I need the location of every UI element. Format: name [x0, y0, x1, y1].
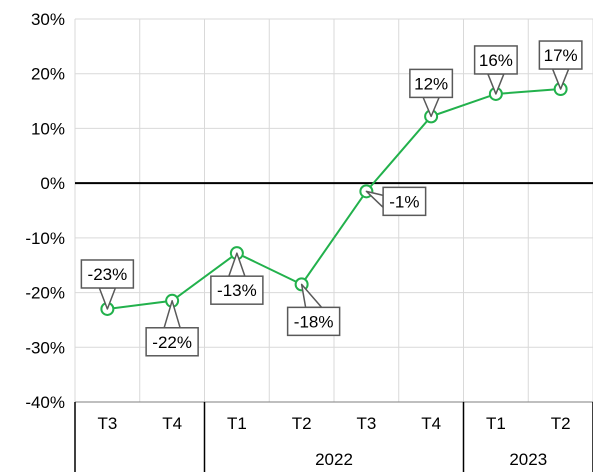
data-label-callout: -1%	[365, 186, 427, 217]
callout-box	[286, 306, 341, 337]
data-label-callout: 16%	[473, 45, 518, 95]
callout-box	[80, 259, 135, 289]
callout-box	[210, 275, 264, 305]
callout-box	[145, 327, 199, 357]
y-tick-label: 10%	[31, 119, 65, 138]
data-labels: -23% -22% -13% -18% -1% 12% 16% 17%	[80, 40, 583, 357]
x-group-label: 2022	[315, 450, 353, 469]
callout-pointer	[300, 283, 323, 309]
series-path	[107, 88, 561, 310]
y-tick-label: 0%	[40, 174, 65, 193]
data-label-callout: -13%	[210, 252, 264, 305]
y-axis: 30% 20% 10% 0% -10% -20% -30% -40%	[25, 10, 65, 412]
y-tick-label: -40%	[25, 393, 65, 412]
data-label-callout: 17%	[538, 40, 583, 90]
x-tick-label: T4	[421, 414, 441, 433]
callout-box	[473, 45, 518, 75]
data-label-callout: 12%	[409, 68, 454, 118]
data-label: -18%	[294, 312, 334, 331]
x-tick-label: T4	[162, 414, 182, 433]
data-label: -1%	[389, 192, 419, 211]
x-tick-label: T1	[486, 414, 506, 433]
callout-pointer	[365, 190, 384, 209]
y-tick-label: 30%	[31, 10, 65, 29]
x-group-label: 2023	[509, 450, 547, 469]
y-tick-label: 20%	[31, 65, 65, 84]
data-label: -22%	[152, 333, 192, 352]
x-tick-label: T2	[292, 414, 312, 433]
x-tick-label: T1	[227, 414, 247, 433]
data-label: -23%	[88, 265, 128, 284]
x-tick-label: T3	[356, 414, 376, 433]
callout-box	[382, 186, 427, 217]
callout-box	[409, 68, 454, 99]
data-label: 17%	[544, 46, 578, 65]
callout-box	[538, 40, 583, 70]
data-label-callout: -23%	[80, 259, 135, 310]
data-label-callout: -22%	[145, 300, 199, 357]
data-label: 12%	[414, 74, 448, 93]
x-tick-label: T3	[97, 414, 117, 433]
data-label: 16%	[479, 51, 513, 70]
data-label-callout: -18%	[286, 283, 341, 337]
y-tick-label: -30%	[25, 338, 65, 357]
y-tick-label: -10%	[25, 229, 65, 248]
x-tick-label: T2	[551, 414, 571, 433]
data-label: -13%	[217, 281, 257, 300]
y-tick-label: -20%	[25, 284, 65, 303]
